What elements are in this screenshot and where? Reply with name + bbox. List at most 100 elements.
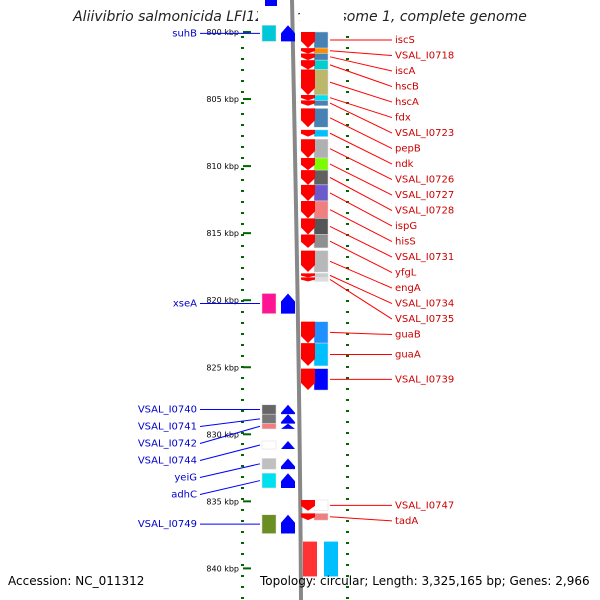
forward-gene-label-pepB: pepB bbox=[395, 144, 421, 155]
scale-dot-right bbox=[346, 212, 349, 214]
forward-gene-leader bbox=[329, 81, 393, 103]
gene-swatch-guaB bbox=[313, 321, 329, 344]
forward-gene-arrow-hisS bbox=[301, 200, 315, 219]
forward-gene-label-ndk: ndk bbox=[395, 159, 414, 170]
scale-tick-label: 800 kbp bbox=[206, 28, 239, 37]
scale-dot-left bbox=[241, 124, 244, 126]
scale-dot-left bbox=[241, 36, 244, 38]
scale-dot-right bbox=[346, 476, 349, 478]
scale-dot-right bbox=[346, 465, 349, 467]
forward-gene-arrow-iscA bbox=[301, 53, 315, 61]
scale-dot-right bbox=[346, 256, 349, 258]
reverse-gene-arrow-top-partial bbox=[265, 0, 277, 6]
forward-gene-arrow-VSAL_I0747 bbox=[301, 500, 315, 511]
gene-swatch-VSAL_I0740 bbox=[261, 404, 277, 415]
scale-dot-right bbox=[346, 432, 349, 434]
scale-dot-right bbox=[346, 564, 349, 566]
forward-gene-label-fdx: fdx bbox=[395, 113, 411, 124]
reverse-gene-label-VSAL_I0740: VSAL_I0740 bbox=[138, 404, 197, 415]
forward-gene-leader bbox=[329, 102, 393, 134]
scale-dot-right bbox=[346, 377, 349, 379]
scale-dot-right bbox=[346, 520, 349, 522]
reverse-gene-label-VSAL_I0744: VSAL_I0744 bbox=[138, 455, 197, 466]
scale-dot-left bbox=[241, 223, 244, 225]
scale-dot-right bbox=[346, 531, 349, 533]
scale-dot-left bbox=[241, 344, 244, 346]
forward-gene-arrow-VSAL_I0728 bbox=[301, 170, 315, 185]
forward-gene-label-ispG: ispG bbox=[395, 221, 417, 232]
map-title: Aliivibrio salmonicida LFI1238 chromosom… bbox=[73, 9, 527, 25]
gene-swatch-suhB bbox=[261, 25, 277, 42]
scale-dot-left bbox=[241, 476, 244, 478]
reverse-gene-arrow-suhB bbox=[281, 25, 295, 42]
scale-tick-label: 830 kbp bbox=[206, 430, 239, 439]
scale-dot-right bbox=[346, 575, 349, 577]
forward-gene-label-VSAL_I0747: VSAL_I0747 bbox=[395, 500, 454, 511]
gene-swatch-ispG bbox=[313, 184, 329, 202]
reverse-gene-arrow-VSAL_I0741 bbox=[281, 414, 295, 424]
scale-tick-label: 840 kbp bbox=[206, 564, 239, 573]
scale-dot-right bbox=[346, 399, 349, 401]
forward-gene-arrow-hscB bbox=[301, 60, 315, 70]
forward-gene-leader bbox=[329, 177, 393, 211]
scale-dot-left bbox=[241, 58, 244, 60]
scale-dot-right bbox=[346, 410, 349, 412]
scale-dot-left bbox=[241, 531, 244, 533]
forward-gene-leader bbox=[329, 209, 393, 242]
scale-dot-right bbox=[346, 487, 349, 489]
gene-swatch-VSAL_I0734 bbox=[313, 273, 329, 278]
gene-swatch-yfgL bbox=[313, 234, 329, 249]
scale-dot-left bbox=[241, 311, 244, 313]
scale-dot-right bbox=[346, 124, 349, 126]
forward-gene-arrow-VSAL_I0739 bbox=[301, 368, 315, 391]
gene-swatch-VSAL_I0747 bbox=[313, 499, 329, 511]
scale-dot-right bbox=[346, 289, 349, 291]
reverse-gene-arrow-adhC bbox=[281, 473, 295, 488]
gene-swatch-engA bbox=[313, 250, 329, 273]
forward-gene-leader bbox=[329, 50, 393, 57]
scale-dot-left bbox=[241, 465, 244, 467]
gene-swatch-VSAL_I0728 bbox=[313, 169, 329, 186]
forward-gene-arrow-VSAL_I0718 bbox=[301, 48, 315, 54]
scale-dot-left bbox=[241, 300, 244, 302]
gene-swatch-VSAL_I0727 bbox=[313, 157, 329, 171]
scale-dot-right bbox=[346, 36, 349, 38]
scale-dot-right bbox=[346, 267, 349, 269]
gene-swatch-fdx bbox=[313, 94, 329, 101]
scale-dot-left bbox=[241, 443, 244, 445]
scale-dot-right bbox=[346, 498, 349, 500]
reverse-gene-leader bbox=[199, 480, 261, 495]
scale-dot-right bbox=[346, 69, 349, 71]
forward-gene-arrow-VSAL_I0727 bbox=[301, 158, 315, 171]
forward-gene-arrow-tadA bbox=[301, 513, 315, 521]
reverse-gene-arrow-xseA bbox=[281, 293, 295, 314]
forward-gene-leader bbox=[329, 274, 393, 305]
gene-swatch-pepB bbox=[313, 108, 329, 128]
scale-dot-right bbox=[346, 135, 349, 137]
forward-gene-label-tadA: tadA bbox=[395, 516, 418, 527]
scale-dot-left bbox=[241, 212, 244, 214]
scale-dot-left bbox=[241, 146, 244, 148]
forward-gene-leader bbox=[329, 192, 393, 227]
scale-dot-left bbox=[241, 113, 244, 115]
forward-gene-label-hisS: hisS bbox=[395, 237, 416, 248]
scale-dot-left bbox=[241, 509, 244, 511]
scale-dot-right bbox=[346, 421, 349, 423]
forward-gene-leader bbox=[329, 64, 393, 88]
reverse-gene-label-VSAL_I0749: VSAL_I0749 bbox=[138, 519, 197, 530]
forward-gene-label-iscS: iscS bbox=[395, 35, 415, 46]
forward-gene-leader bbox=[329, 225, 393, 258]
scale-dot-left bbox=[241, 135, 244, 137]
forward-gene-leader bbox=[329, 278, 393, 320]
scale-dot-left bbox=[241, 69, 244, 71]
gene-swatch-guaA bbox=[313, 342, 329, 367]
forward-gene-arrow-ispG bbox=[301, 184, 315, 201]
scale-dot-right bbox=[346, 344, 349, 346]
scale-dot-right bbox=[346, 509, 349, 511]
gene-swatch-iscS bbox=[313, 31, 329, 49]
gene-swatch-tadA bbox=[313, 513, 329, 521]
scale-dot-right bbox=[346, 366, 349, 368]
gene-swatch-VSAL_I0731 bbox=[313, 218, 329, 235]
